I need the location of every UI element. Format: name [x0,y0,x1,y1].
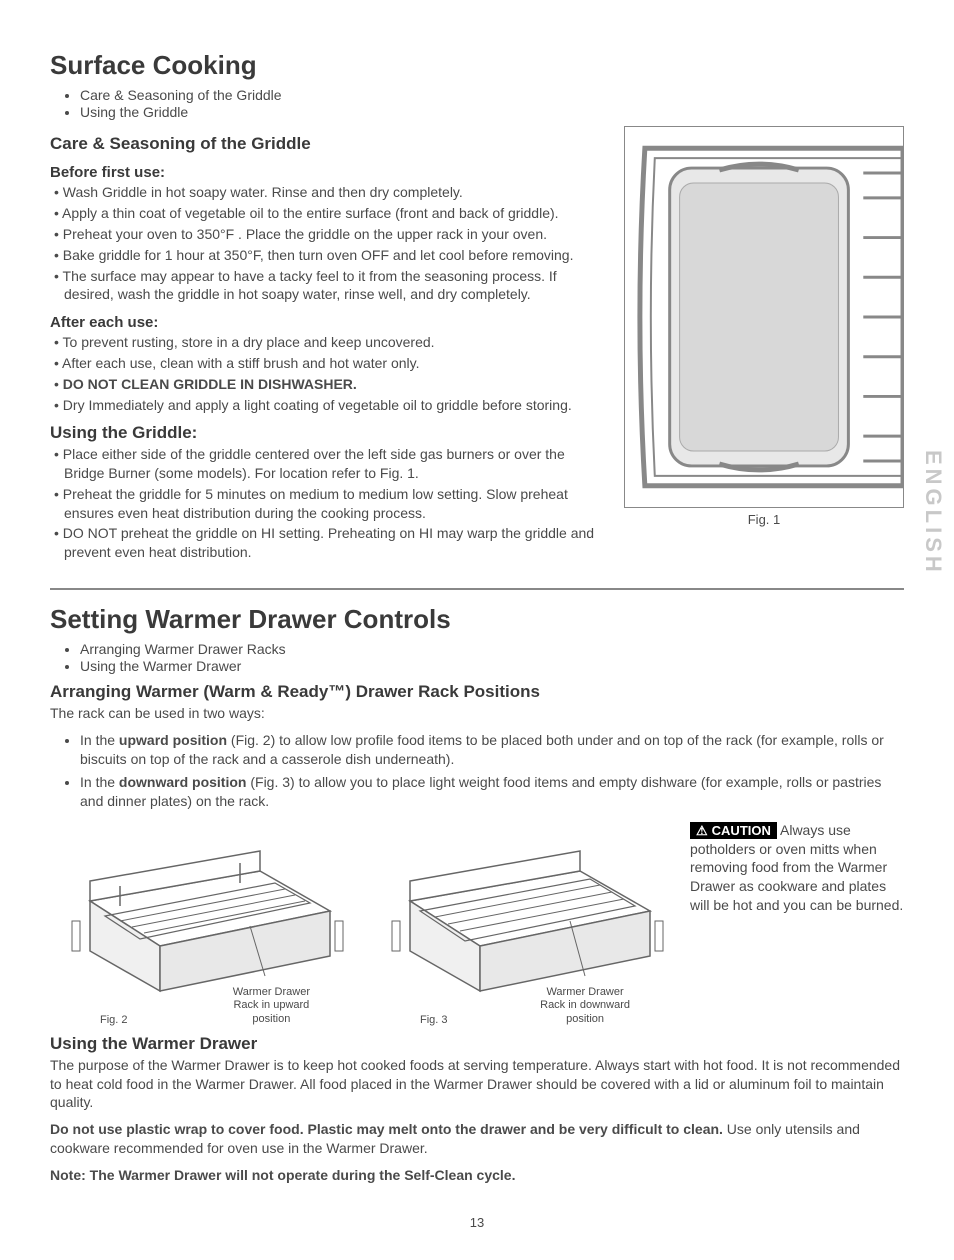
fig2-desc: Warmer Drawer Rack in upward position [233,986,350,1026]
list-item: DO NOT CLEAN GRIDDLE IN DISHWASHER. [64,375,604,394]
care-seasoning-heading: Care & Seasoning of the Griddle [50,134,604,154]
before-list: Wash Griddle in hot soapy water. Rinse a… [50,183,604,304]
fig2-number: Fig. 2 [50,1014,128,1026]
text: In the [80,732,119,748]
list-item: Wash Griddle in hot soapy water. Rinse a… [64,183,604,202]
list-item: Dry Immediately and apply a light coatin… [64,396,604,415]
section1-title: Surface Cooking [50,50,904,81]
griddle-diagram [625,127,903,507]
section1-figure-column: Fig. 1 [624,126,904,570]
using-griddle-list: Place either side of the griddle centere… [50,445,604,562]
text: position [252,1013,290,1025]
list-item: Preheat your oven to 350°F . Place the g… [64,225,604,244]
list-item: DO NOT preheat the griddle on HI setting… [64,524,604,562]
list-item: In the upward position (Fig. 2) to allow… [80,731,904,769]
upward-position-bold: upward position [119,732,227,748]
list-item: Place either side of the griddle centere… [64,445,604,483]
fig3-desc: Warmer Drawer Rack in downward position [540,986,670,1026]
fig3-number: Fig. 3 [370,1014,448,1026]
page-number: 13 [50,1215,904,1230]
plastic-wrap-bold: Do not use plastic wrap to cover food. P… [50,1121,723,1137]
fig3-container: Fig. 3 Warmer Drawer Rack in downward po… [370,821,670,1026]
section1-columns: Care & Seasoning of the Griddle Before f… [50,126,904,570]
toc-item: Using the Warmer Drawer [80,658,904,674]
using-warmer-p1: The purpose of the Warmer Drawer is to k… [50,1056,904,1113]
text: In the [80,774,119,790]
language-side-label: ENGLISH [920,450,946,576]
section1-text-column: Care & Seasoning of the Griddle Before f… [50,126,604,570]
dishwasher-warning: DO NOT CLEAN GRIDDLE IN DISHWASHER. [63,376,357,392]
drawer-figures-row: Fig. 2 Warmer Drawer Rack in upward posi… [50,821,904,1026]
text: Rack in upward [233,999,309,1011]
using-warmer-p2: Do not use plastic wrap to cover food. P… [50,1120,904,1158]
list-item: In the downward position (Fig. 3) to all… [80,773,904,811]
list-item: Bake griddle for 1 hour at 350°F, then t… [64,246,604,265]
arranging-list: In the upward position (Fig. 2) to allow… [50,731,904,811]
section-divider [50,588,904,590]
text: Warmer Drawer [546,986,623,998]
list-item: Apply a thin coat of vegetable oil to th… [64,204,604,223]
list-item: After each use, clean with a stiff brush… [64,354,604,373]
section2-title: Setting Warmer Drawer Controls [50,604,904,635]
fig2-container: Fig. 2 Warmer Drawer Rack in upward posi… [50,821,350,1026]
downward-position-bold: downward position [119,774,247,790]
before-first-use-label: Before first use: [50,164,604,181]
section1-toc: Care & Seasoning of the Griddle Using th… [50,87,904,120]
after-each-use-label: After each use: [50,314,604,331]
text: Rack in downward [540,999,630,1011]
fig1-illustration [624,126,904,508]
fig1-caption: Fig. 1 [624,512,904,527]
text: position [566,1013,604,1025]
caution-box: CAUTION Always use potholders or oven mi… [690,821,904,1026]
self-clean-note: Note: The Warmer Drawer will not operate… [50,1166,904,1185]
section2-toc: Arranging Warmer Drawer Racks Using the … [50,641,904,674]
caution-label: CAUTION [690,822,777,839]
text: Warmer Drawer [233,986,310,998]
after-list: To prevent rusting, store in a dry place… [50,333,604,415]
using-warmer-heading: Using the Warmer Drawer [50,1034,904,1054]
toc-item: Care & Seasoning of the Griddle [80,87,904,103]
fig3-caption: Fig. 3 Warmer Drawer Rack in downward po… [370,986,670,1026]
list-item: Preheat the griddle for 5 minutes on med… [64,485,604,523]
list-item: To prevent rusting, store in a dry place… [64,333,604,352]
toc-item: Using the Griddle [80,104,904,120]
arranging-heading: Arranging Warmer (Warm & Ready™) Drawer … [50,682,904,702]
using-griddle-heading: Using the Griddle: [50,423,604,443]
toc-item: Arranging Warmer Drawer Racks [80,641,904,657]
arranging-intro: The rack can be used in two ways: [50,704,904,723]
list-item: The surface may appear to have a tacky f… [64,267,604,305]
fig2-caption: Fig. 2 Warmer Drawer Rack in upward posi… [50,986,350,1026]
